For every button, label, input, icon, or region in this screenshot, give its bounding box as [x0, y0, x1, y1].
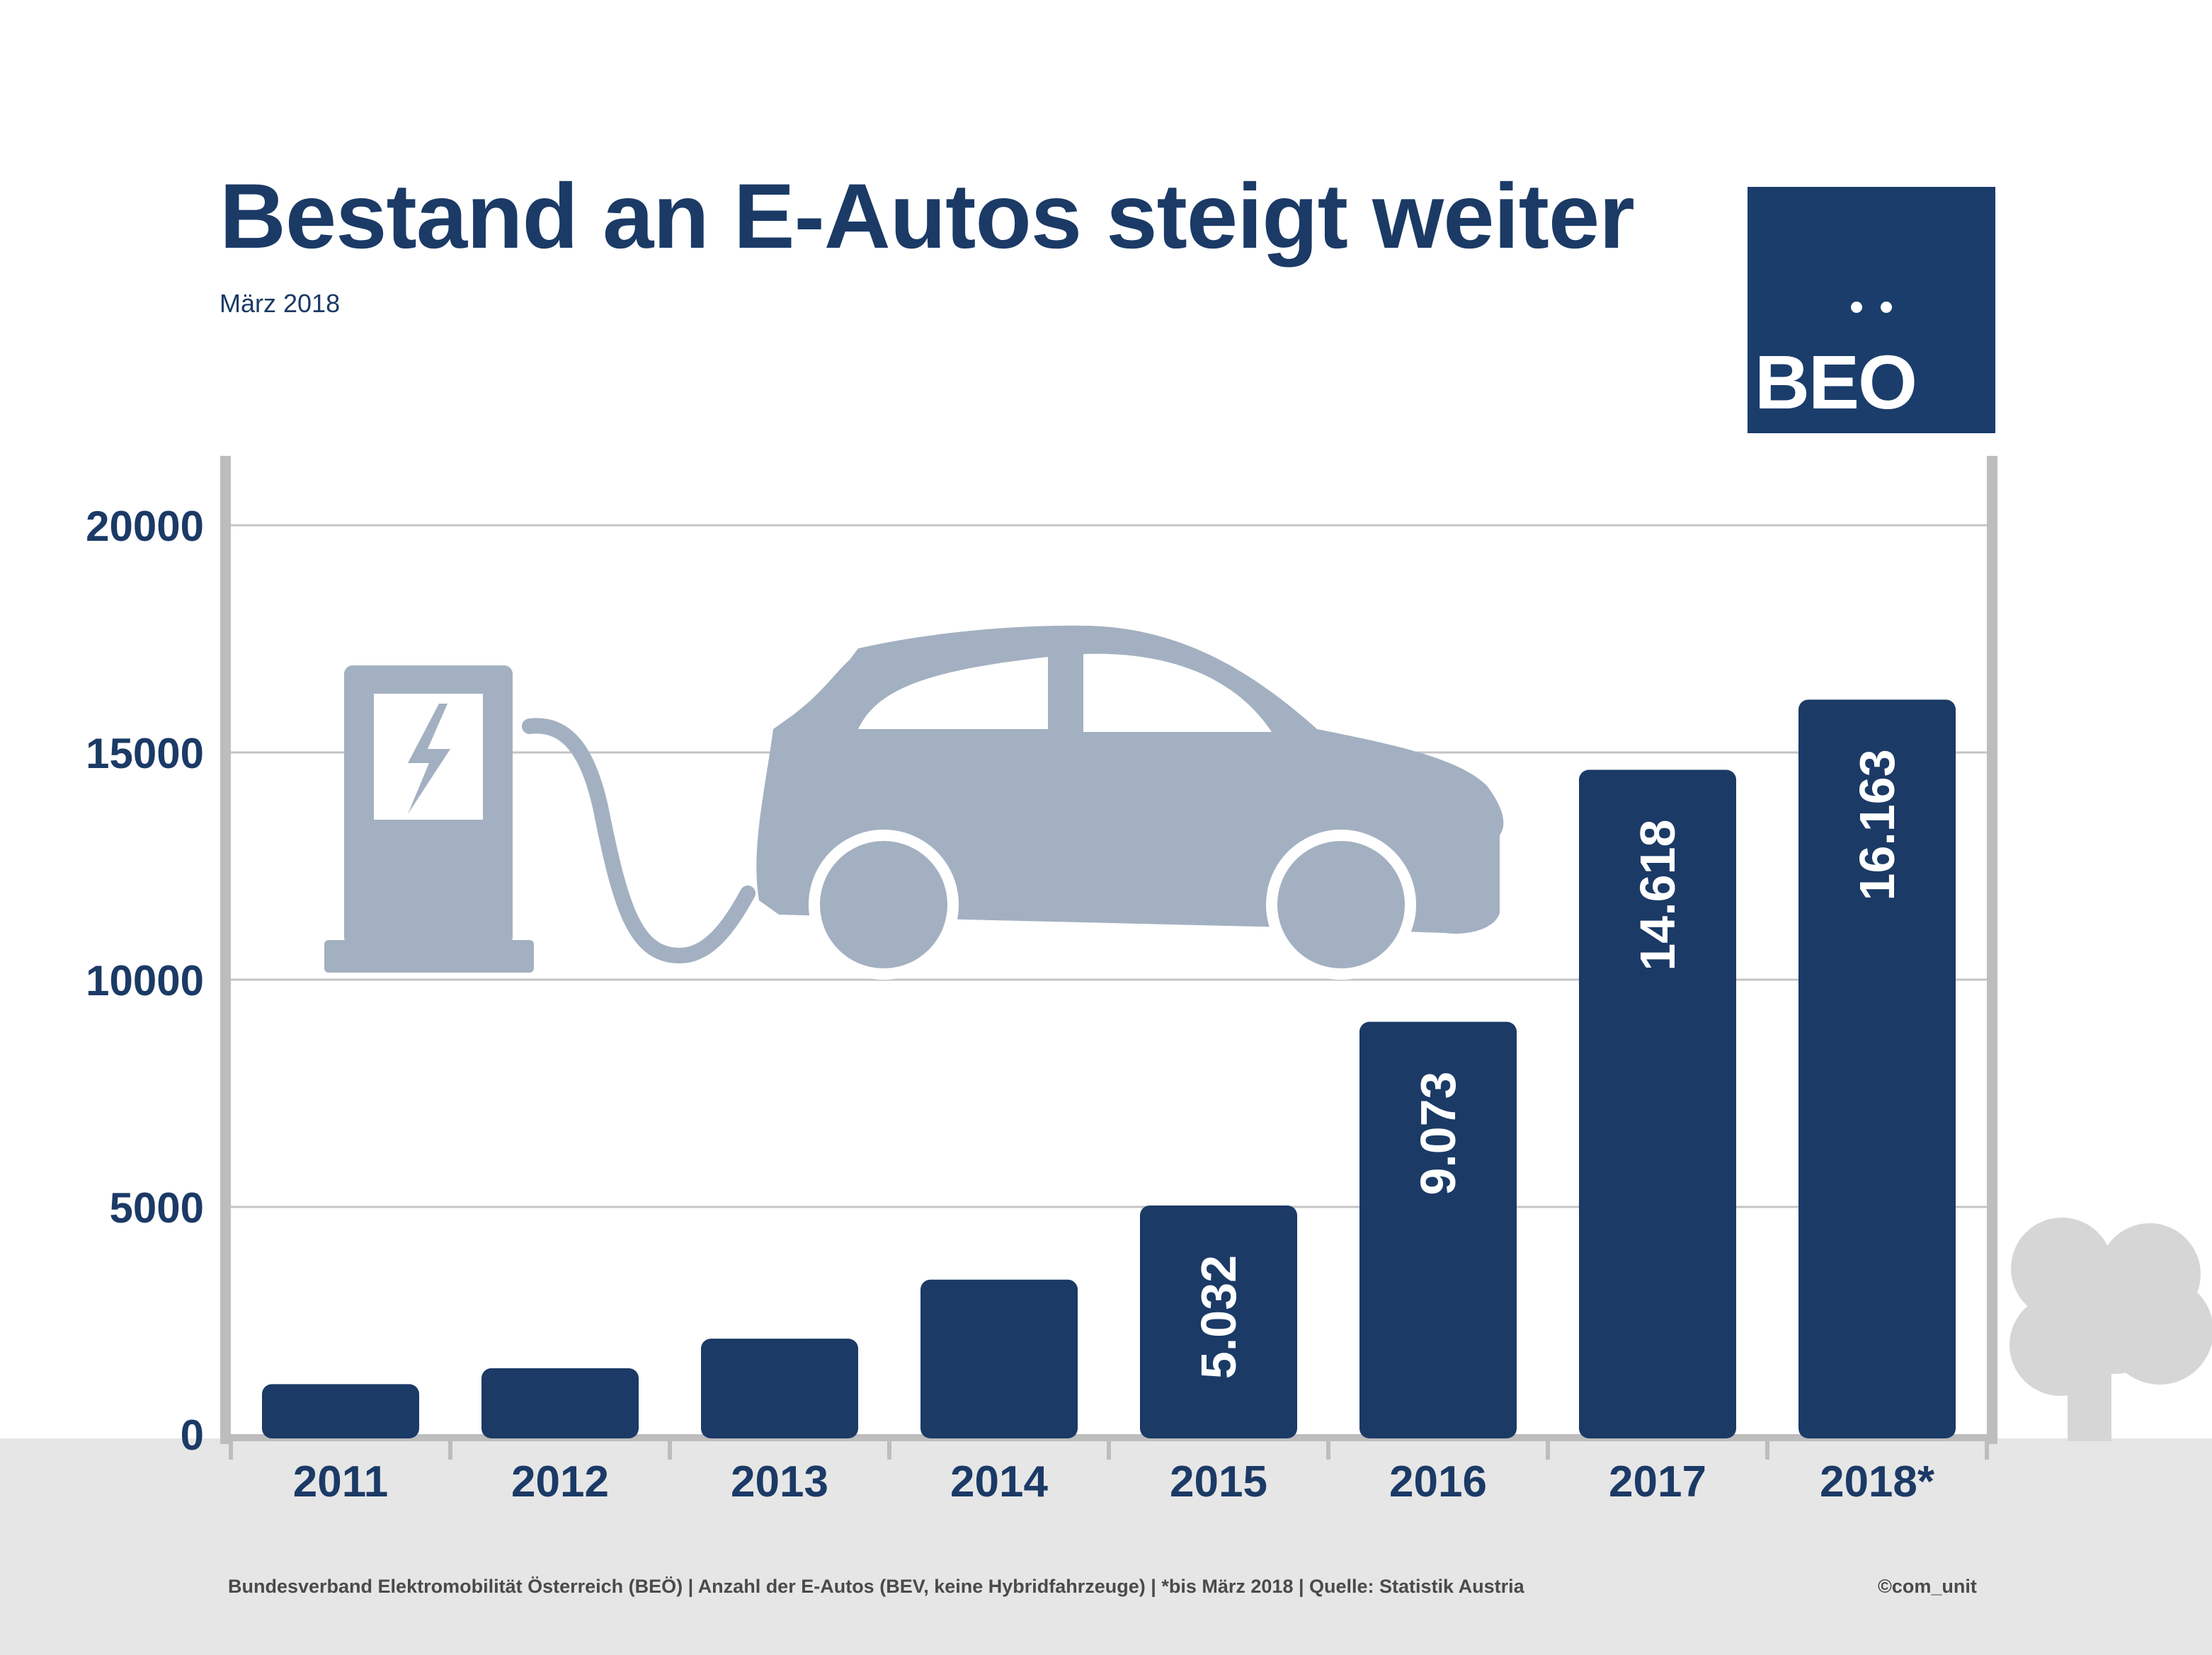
x-tick-label: 2012 [511, 1458, 609, 1506]
x-tick-label: 2015 [1170, 1458, 1267, 1506]
data-label: 16.163 [1849, 749, 1905, 900]
axes [220, 456, 1997, 1444]
bars [262, 699, 1956, 1438]
bar [481, 1368, 639, 1438]
x-tick-label: 2017 [1609, 1458, 1706, 1506]
bar [1579, 769, 1736, 1438]
page-title: Bestand an E-Autos steigt weiter [220, 164, 1635, 268]
x-tick-mark [1107, 1440, 1111, 1460]
x-tick-label: 2011 [293, 1458, 389, 1506]
y-tick-labels: 0 5000 10000 15000 20000 [86, 503, 204, 1459]
footer-source: Bundesverband Elektromobilität Österreic… [228, 1576, 1524, 1597]
x-tick-mark [887, 1440, 891, 1460]
bar [1359, 1021, 1517, 1438]
x-tick-label: 2018* [1820, 1458, 1935, 1506]
y-tick-label: 15000 [86, 730, 204, 777]
bar [1140, 1205, 1297, 1438]
y-tick-label: 5000 [110, 1184, 204, 1232]
bar [920, 1279, 1078, 1438]
x-tick-label: 2014 [950, 1458, 1048, 1506]
bar [262, 1384, 419, 1438]
x-tick-labels: 2011 2012 2013 2014 2015 2016 2017 2018* [293, 1458, 1935, 1506]
tree-icon [2009, 1218, 2212, 1441]
page-subtitle: März 2018 [220, 289, 341, 318]
x-tick-mark [1765, 1440, 1769, 1460]
lightning-icon [408, 704, 450, 814]
data-labels: 5.032 9.073 14.618 16.163 [1191, 749, 1905, 1379]
x-tick-mark [1985, 1440, 1989, 1460]
x-tick-mark [668, 1440, 672, 1460]
data-label: 5.032 [1191, 1255, 1246, 1379]
bar [701, 1339, 858, 1438]
right-axis [1987, 456, 1997, 1444]
charging-station-icon [324, 665, 534, 973]
x-tick-label: 2013 [731, 1458, 828, 1506]
logo-text: BEO [1755, 339, 1917, 425]
y-tick-label: 0 [181, 1411, 204, 1459]
x-axis [220, 1434, 1997, 1441]
x-tick-mark [448, 1440, 452, 1460]
x-tick-label: 2016 [1389, 1458, 1487, 1506]
y-tick-label: 20000 [86, 503, 204, 550]
ground-strip [0, 1438, 2212, 1655]
y-axis [220, 456, 231, 1444]
x-tick-marks [229, 1440, 1989, 1460]
charging-cable-icon [522, 718, 756, 964]
x-tick-mark [1546, 1440, 1550, 1460]
electric-car-icon [756, 625, 1504, 980]
x-tick-mark [229, 1440, 233, 1460]
data-label: 9.073 [1410, 1072, 1466, 1196]
data-label: 14.618 [1630, 820, 1685, 971]
x-tick-mark [1326, 1440, 1330, 1460]
illustration [324, 625, 1504, 980]
y-tick-label: 10000 [86, 957, 204, 1004]
beo-logo: BEO [1748, 187, 1995, 433]
footer-credit: ©com_unit [1878, 1576, 1977, 1597]
bar [1798, 699, 1956, 1438]
